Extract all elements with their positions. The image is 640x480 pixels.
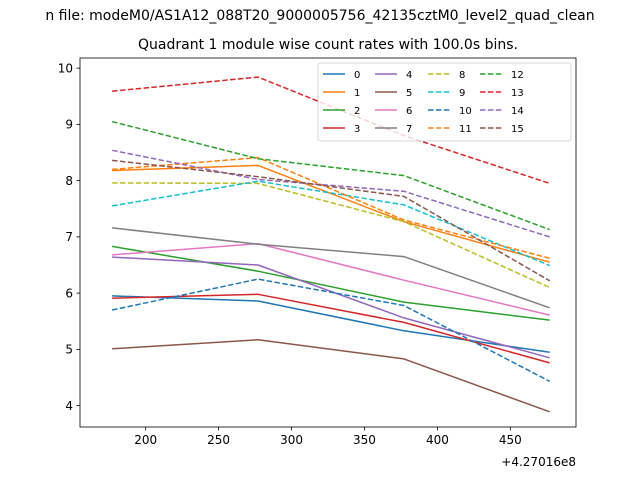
series-layer bbox=[111, 76, 551, 413]
series-line-14 bbox=[111, 149, 550, 238]
legend-box bbox=[317, 62, 572, 142]
y-tick-label: 4 bbox=[65, 399, 73, 413]
y-tick-label: 5 bbox=[65, 343, 73, 357]
figure-suptitle: n file: modeM0/AS1A12_088T20_9000005756_… bbox=[45, 8, 594, 24]
series-line-4 bbox=[112, 256, 550, 359]
legend-label-2: 2 bbox=[354, 106, 360, 117]
x-tick-label: 300 bbox=[280, 433, 303, 447]
plot-frame bbox=[79, 57, 577, 428]
legend-label-14: 14 bbox=[511, 106, 524, 117]
series-line-2 bbox=[111, 245, 550, 321]
series-line-6 bbox=[112, 242, 550, 316]
x-tick-label: 400 bbox=[426, 433, 449, 447]
series-line-12 bbox=[111, 120, 550, 231]
chart-title: Quadrant 1 module wise count rates with … bbox=[138, 37, 518, 53]
series-line-8 bbox=[112, 182, 551, 289]
legend-label-5: 5 bbox=[406, 88, 412, 99]
series-line-5 bbox=[112, 339, 550, 413]
y-tick-label: 7 bbox=[65, 230, 73, 244]
series-line-10 bbox=[111, 278, 551, 383]
x-tick-label: 200 bbox=[134, 433, 157, 447]
x-offset-label: +4.27016e8 bbox=[501, 455, 576, 469]
y-tick-label: 8 bbox=[65, 174, 73, 188]
series-line-15 bbox=[112, 159, 551, 282]
legend-label-7: 7 bbox=[406, 124, 412, 135]
legend-label-3: 3 bbox=[354, 124, 360, 135]
legend-label-9: 9 bbox=[459, 88, 465, 99]
legend-label-13: 13 bbox=[511, 88, 524, 99]
y-tick-label: 10 bbox=[58, 61, 73, 75]
legend-label-4: 4 bbox=[406, 70, 412, 81]
legend-label-6: 6 bbox=[406, 106, 412, 117]
x-tick-label: 450 bbox=[499, 433, 522, 447]
x-tick-label: 350 bbox=[353, 433, 376, 447]
legend-label-12: 12 bbox=[511, 70, 524, 81]
legend-label-1: 1 bbox=[354, 88, 360, 99]
legend-label-15: 15 bbox=[511, 124, 524, 135]
legend-label-8: 8 bbox=[459, 70, 465, 81]
series-line-11 bbox=[112, 156, 550, 260]
legend-label-0: 0 bbox=[354, 70, 360, 81]
series-line-9 bbox=[111, 180, 550, 267]
x-tick-label: 250 bbox=[207, 433, 230, 447]
y-tick-label: 9 bbox=[65, 118, 73, 132]
series-line-0 bbox=[112, 295, 550, 353]
y-tick-label: 6 bbox=[65, 286, 73, 300]
legend-label-11: 11 bbox=[459, 124, 472, 135]
legend-label-10: 10 bbox=[459, 106, 472, 117]
series-line-7 bbox=[112, 227, 550, 309]
